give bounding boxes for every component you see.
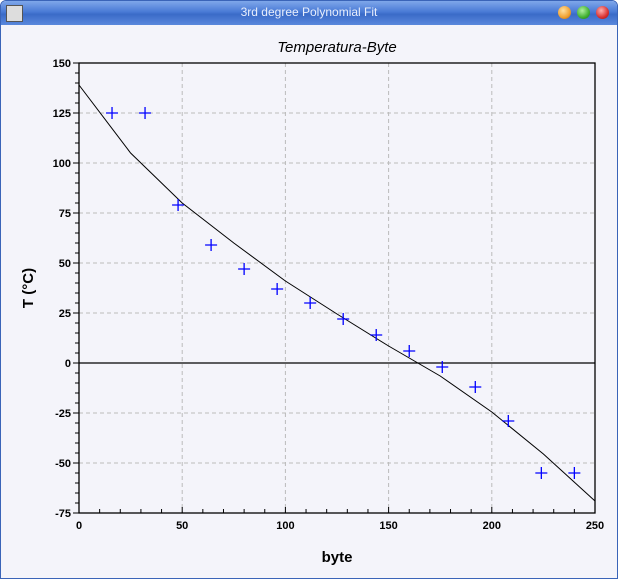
plot-frame [78,62,596,514]
y-axis-label: T (°C) [20,268,37,308]
data-point [436,361,449,373]
chart-title: Temperatura-Byte [277,39,397,56]
data-point [535,467,548,479]
y-tick-label: 75 [59,208,71,220]
x-tick-label: 200 [483,520,501,532]
y-tick-label: -50 [55,458,71,470]
data-point [403,345,416,357]
data-point [304,297,317,309]
data-point [337,313,350,325]
y-tick-label: 0 [65,358,71,370]
data-point [370,329,383,341]
chart: 0 50 100 150 200 250 -75 -50 -25 0 25 50 75 100 125 150… [20,39,604,566]
data-point [502,415,515,427]
x-tick-label: 150 [379,520,397,532]
maximize-button[interactable] [577,6,590,19]
data-point [172,199,185,211]
y-tick-label: 125 [53,108,71,120]
y-tick-label: -75 [55,508,71,520]
x-tick-label: 50 [176,520,188,532]
y-tick-label: 100 [53,158,71,170]
x-tick-label: 0 [76,520,82,532]
fit-curve [78,84,596,502]
data-point [238,263,251,275]
x-axis-label: byte [322,549,353,566]
minimize-button[interactable] [558,6,571,19]
plot-area [79,63,595,513]
x-tick-label: 250 [586,520,604,532]
data-point [106,107,119,119]
data-point [469,381,482,393]
title-bar[interactable]: 3rd degree Polynomial Fit [1,1,617,25]
y-tick-label: 50 [59,258,71,270]
close-button[interactable] [596,6,609,19]
data-point [568,467,581,479]
x-tick-label: 100 [276,520,294,532]
data-point [139,107,152,119]
y-tick-label: -25 [55,408,71,420]
y-tick-label: 150 [53,58,71,70]
data-point [205,239,218,251]
data-point [271,283,284,295]
y-tick-label: 25 [59,308,71,320]
window-title: 3rd degree Polynomial Fit [240,5,378,19]
plot-app-icon[interactable] [6,5,23,22]
